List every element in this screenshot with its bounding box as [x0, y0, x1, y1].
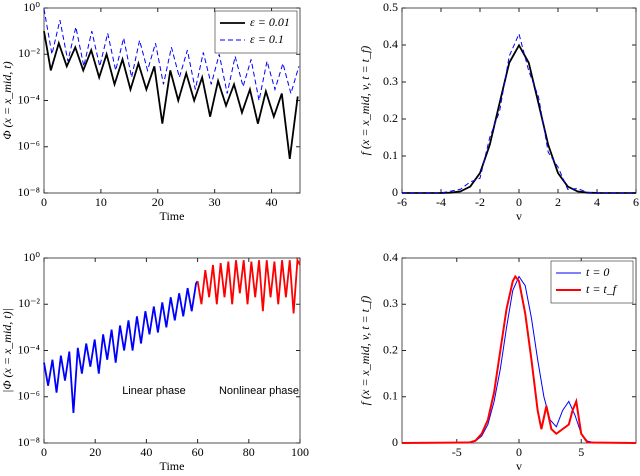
y-tick-label: 10⁻⁶: [17, 139, 40, 153]
data-line: [401, 274, 637, 444]
x-tick-label: -6: [397, 195, 407, 209]
y-tick-label: 0.3: [383, 296, 398, 310]
y-tick-label: 10⁻⁸: [17, 185, 40, 199]
x-tick-label: 40: [140, 445, 152, 459]
legend-box: [214, 10, 298, 54]
y-tick-label: 0.3: [383, 74, 398, 88]
x-tick-label: -4: [436, 195, 446, 209]
y-tick-label: 10⁻²: [18, 46, 40, 60]
x-tick-label: 4: [594, 195, 600, 209]
y-tick-label: 0.5: [383, 0, 398, 14]
y-axis-label: |Φ (x = x_mid, t)|: [0, 308, 14, 393]
data-line: [196, 257, 301, 314]
x-tick-label: 2: [555, 195, 561, 209]
x-tick-label: 30: [209, 195, 221, 209]
x-tick-label: -2: [475, 195, 485, 209]
data-line: [401, 43, 637, 194]
legend-label: ε = 0.1: [250, 32, 284, 46]
y-tick-label: 10⁻²: [18, 296, 40, 310]
x-tick-label: 20: [89, 445, 101, 459]
x-axis-label: Time: [160, 459, 185, 473]
x-axis-label: Time: [160, 209, 185, 223]
legend-label: t = 0: [586, 265, 609, 279]
x-tick-label: 0: [516, 195, 522, 209]
y-tick-label: 0.1: [383, 148, 398, 162]
x-axis-label: v: [516, 209, 522, 223]
data-line: [43, 280, 199, 413]
y-tick-label: 10⁻⁸: [17, 435, 40, 449]
data-line: [401, 275, 637, 444]
y-axis-label: f (x = x_mid, v, t = t_f): [358, 46, 372, 156]
annotation: Nonlinear phase: [219, 385, 299, 397]
data-line: [43, 8, 300, 101]
y-tick-label: 0.4: [383, 37, 398, 51]
x-tick-label: 100: [291, 445, 309, 459]
x-tick-label: 0: [41, 195, 47, 209]
y-tick-label: 0.4: [383, 250, 398, 264]
annotation: Linear phase: [122, 385, 186, 397]
y-tick-label: 0.2: [383, 111, 398, 125]
data-line: [402, 32, 636, 194]
y-tick-label: 10⁻⁶: [17, 389, 40, 403]
y-tick-label: 10⁰: [23, 0, 40, 14]
x-tick-label: 60: [192, 445, 204, 459]
data-line: [43, 30, 299, 159]
x-tick-label: 6: [633, 195, 639, 209]
y-tick-label: 10⁻⁴: [17, 92, 40, 106]
y-tick-label: 0: [392, 185, 398, 199]
x-tick-label: 20: [152, 195, 164, 209]
x-tick-label: 5: [578, 445, 584, 459]
y-axis-label: Φ (x = x_mid, t): [0, 61, 14, 139]
x-tick-label: 80: [243, 445, 255, 459]
y-tick-label: 0.2: [383, 342, 398, 356]
x-tick-label: -5: [452, 445, 462, 459]
x-tick-label: 10: [95, 195, 107, 209]
y-tick-label: 10⁻⁴: [17, 342, 40, 356]
legend-label: ε = 0.01: [250, 15, 290, 29]
x-tick-label: 0: [516, 445, 522, 459]
x-axis-label: v: [516, 459, 522, 473]
y-tick-label: 0.1: [383, 389, 398, 403]
x-tick-label: 0: [41, 445, 47, 459]
x-tick-label: 40: [266, 195, 278, 209]
legend-box: [550, 260, 634, 304]
legend-label: t = t_f: [586, 282, 618, 296]
y-tick-label: 10⁰: [23, 250, 40, 264]
y-tick-label: 0: [392, 435, 398, 449]
y-axis-label: f (x = x_mid, v, t = t_f): [358, 296, 372, 406]
